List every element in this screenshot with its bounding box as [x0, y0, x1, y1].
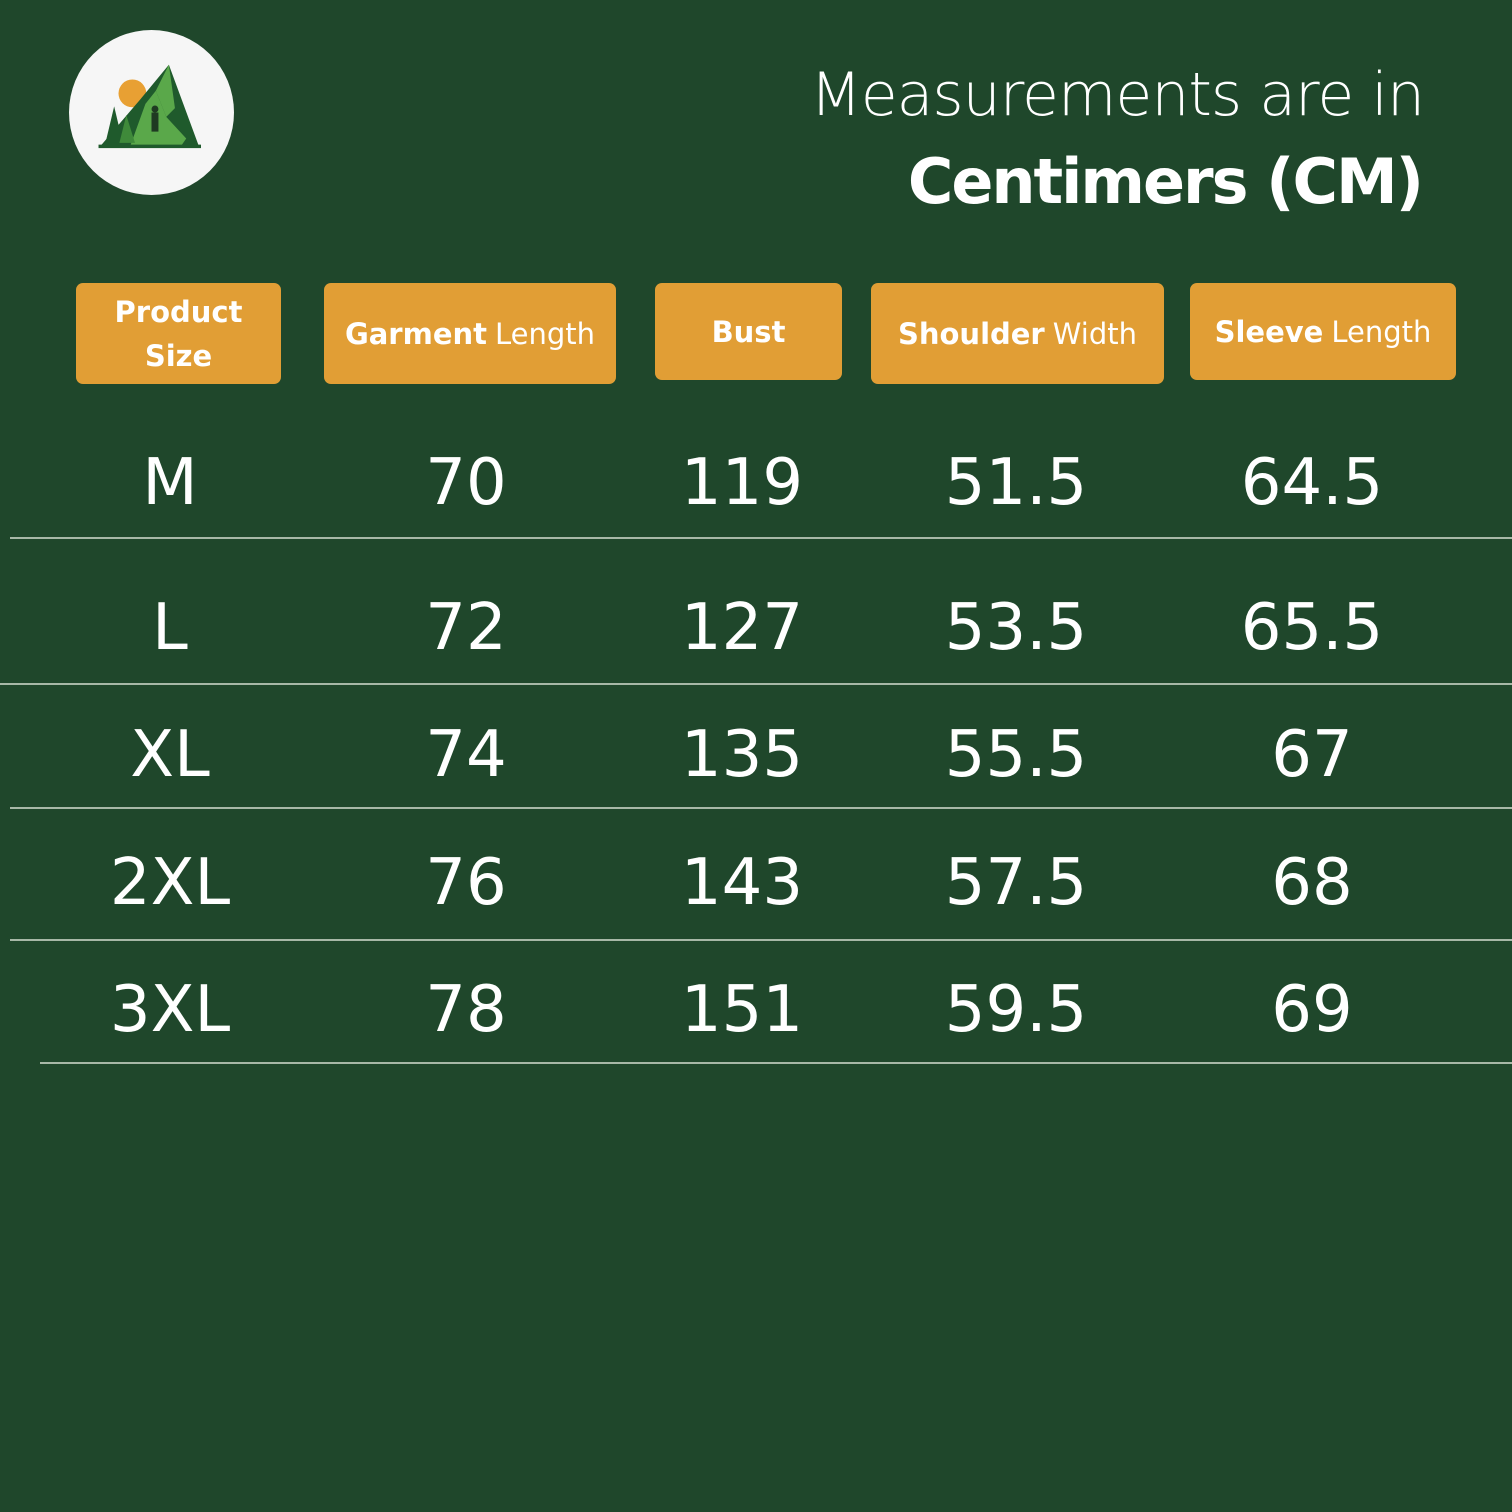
cell-garment-length: 78	[425, 973, 507, 1047]
column-header-product-size: Product Size	[76, 283, 281, 384]
cell-shoulder-width: 57.5	[944, 846, 1088, 920]
cell-garment-length: 76	[425, 846, 507, 920]
row-divider	[0, 683, 1512, 685]
cell-sleeve-length: 67	[1271, 718, 1353, 792]
cell-size: M	[142, 446, 198, 520]
cell-size: XL	[130, 718, 210, 792]
column-header-shoulder-width: Shoulder Width	[871, 283, 1164, 384]
cell-bust: 151	[680, 973, 804, 1047]
column-header-bust: Bust	[655, 283, 842, 380]
row-divider	[10, 537, 1512, 539]
mountain-hiker-icon	[98, 64, 201, 149]
cell-shoulder-width: 53.5	[944, 591, 1088, 665]
units-line-1: Measurements are in	[809, 60, 1425, 130]
row-divider	[40, 1062, 1512, 1064]
cell-garment-length: 74	[425, 718, 507, 792]
cell-bust: 127	[680, 591, 804, 665]
column-header-sleeve-length: Sleeve Length	[1190, 283, 1456, 380]
cell-bust: 119	[680, 446, 804, 520]
cell-bust: 135	[680, 718, 804, 792]
cell-sleeve-length: 68	[1271, 846, 1353, 920]
cell-size: 3XL	[109, 973, 231, 1047]
cell-sleeve-length: 69	[1271, 973, 1353, 1047]
cell-sleeve-length: 65.5	[1240, 591, 1384, 665]
cell-size: L	[152, 591, 188, 665]
units-line-2: Centimers (CM)	[907, 145, 1424, 218]
cell-sleeve-length: 64.5	[1240, 446, 1384, 520]
row-divider	[10, 807, 1512, 809]
cell-garment-length: 72	[425, 591, 507, 665]
cell-shoulder-width: 55.5	[944, 718, 1088, 792]
column-header-garment-length: Garment Length	[324, 283, 616, 384]
cell-shoulder-width: 51.5	[944, 446, 1088, 520]
cell-size: 2XL	[109, 846, 231, 920]
cell-garment-length: 70	[425, 446, 507, 520]
cell-shoulder-width: 59.5	[944, 973, 1088, 1047]
cell-bust: 143	[680, 846, 804, 920]
row-divider	[10, 939, 1512, 941]
brand-logo	[69, 30, 234, 195]
